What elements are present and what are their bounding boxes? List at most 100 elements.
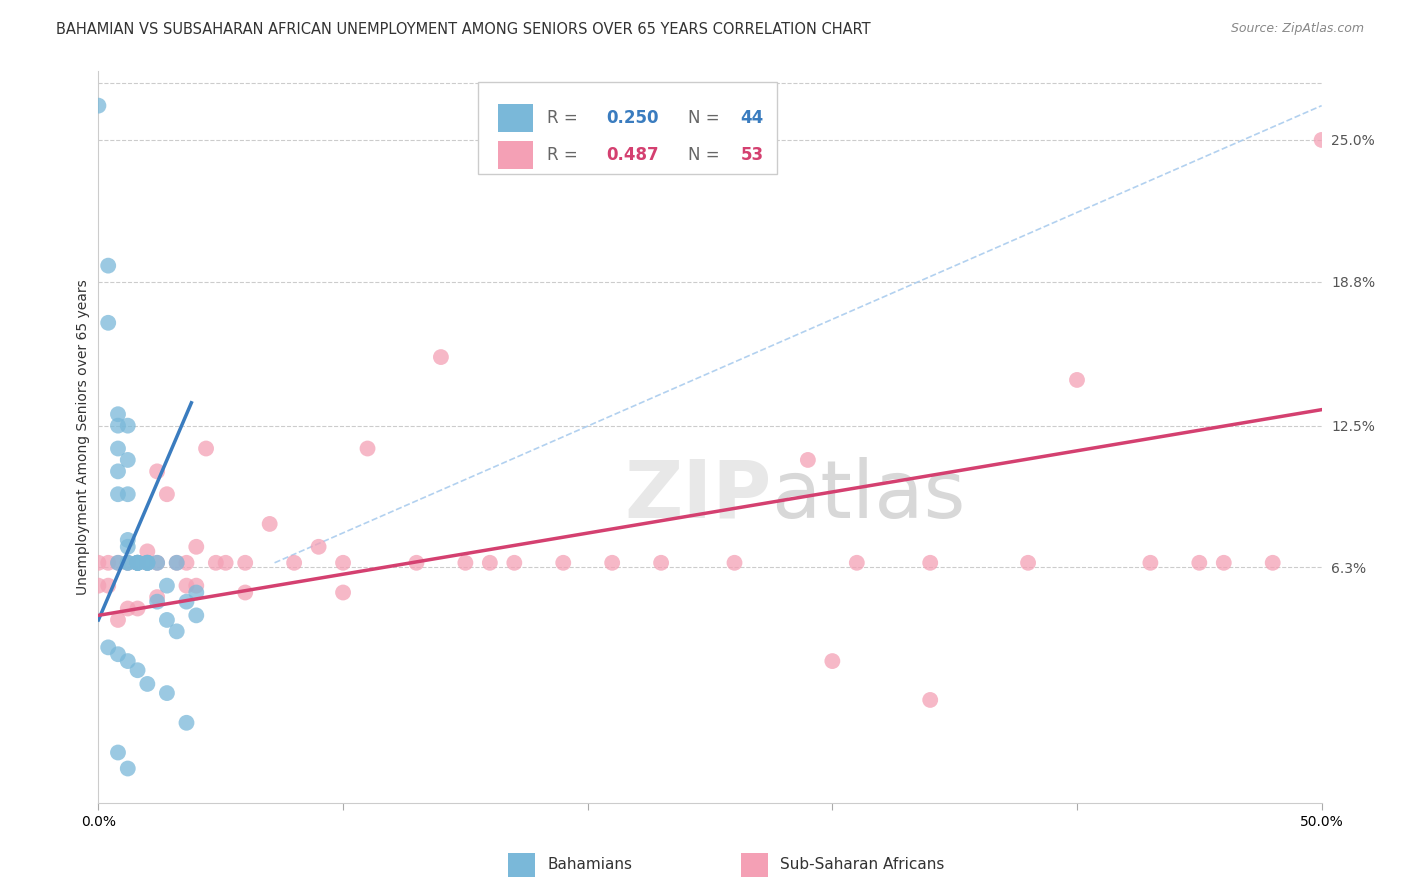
FancyBboxPatch shape xyxy=(478,82,778,174)
Point xyxy=(146,590,169,604)
Point xyxy=(797,453,820,467)
Point xyxy=(117,556,139,570)
Point xyxy=(1310,133,1333,147)
Point xyxy=(1017,556,1039,570)
Text: Bahamians: Bahamians xyxy=(547,857,633,872)
Point xyxy=(233,585,256,599)
Point xyxy=(127,556,149,570)
Point xyxy=(332,556,354,570)
Point xyxy=(332,585,354,599)
Point xyxy=(454,556,477,570)
Point xyxy=(146,464,169,478)
Point xyxy=(107,556,129,570)
Point xyxy=(117,762,139,776)
Point xyxy=(1212,556,1234,570)
Text: 44: 44 xyxy=(741,109,763,127)
Point xyxy=(166,624,188,639)
Point xyxy=(127,556,149,570)
Point xyxy=(146,556,169,570)
Text: BAHAMIAN VS SUBSAHARAN AFRICAN UNEMPLOYMENT AMONG SENIORS OVER 65 YEARS CORRELAT: BAHAMIAN VS SUBSAHARAN AFRICAN UNEMPLOYM… xyxy=(56,22,870,37)
Point xyxy=(107,746,129,760)
Point xyxy=(356,442,378,456)
Point xyxy=(650,556,672,570)
Point xyxy=(97,259,120,273)
Point xyxy=(723,556,745,570)
Point xyxy=(127,556,149,570)
Point xyxy=(478,556,501,570)
Point xyxy=(117,418,139,433)
Point xyxy=(186,585,208,599)
Text: N =: N = xyxy=(688,146,725,164)
Point xyxy=(117,487,139,501)
Point xyxy=(107,556,129,570)
Text: R =: R = xyxy=(547,146,583,164)
Point xyxy=(136,556,159,570)
Text: 53: 53 xyxy=(741,146,763,164)
Point xyxy=(205,556,228,570)
Point xyxy=(97,556,120,570)
Text: ZIP: ZIP xyxy=(624,457,772,534)
Point xyxy=(214,556,236,570)
Point xyxy=(176,715,198,730)
Point xyxy=(845,556,868,570)
Point xyxy=(405,556,427,570)
Point xyxy=(186,608,208,623)
Text: Source: ZipAtlas.com: Source: ZipAtlas.com xyxy=(1230,22,1364,36)
Text: atlas: atlas xyxy=(772,457,966,534)
Point xyxy=(107,613,129,627)
Point xyxy=(195,442,218,456)
Point xyxy=(97,640,120,655)
Point xyxy=(1261,556,1284,570)
Point xyxy=(156,487,179,501)
Y-axis label: Unemployment Among Seniors over 65 years: Unemployment Among Seniors over 65 years xyxy=(76,279,90,595)
Point xyxy=(107,407,129,421)
Point xyxy=(136,544,159,558)
Point xyxy=(127,601,149,615)
Point xyxy=(87,556,110,570)
Point xyxy=(117,601,139,615)
Point xyxy=(600,556,623,570)
Point xyxy=(1188,556,1211,570)
Point xyxy=(166,556,188,570)
Point xyxy=(107,442,129,456)
Text: R =: R = xyxy=(547,109,583,127)
FancyBboxPatch shape xyxy=(508,854,536,877)
Point xyxy=(156,613,179,627)
Point xyxy=(107,487,129,501)
Point xyxy=(186,579,208,593)
Point xyxy=(233,556,256,570)
Point xyxy=(117,540,139,554)
Point xyxy=(136,677,159,691)
Point xyxy=(127,556,149,570)
Point xyxy=(1066,373,1088,387)
Point xyxy=(283,556,305,570)
Point xyxy=(920,556,942,570)
Point xyxy=(136,556,159,570)
Point xyxy=(186,540,208,554)
Point xyxy=(166,556,188,570)
Point xyxy=(117,556,139,570)
Point xyxy=(176,556,198,570)
Point xyxy=(87,579,110,593)
FancyBboxPatch shape xyxy=(498,104,533,132)
Point xyxy=(259,516,281,531)
Point xyxy=(156,579,179,593)
Point xyxy=(127,556,149,570)
Text: 0.487: 0.487 xyxy=(606,146,658,164)
Text: N =: N = xyxy=(688,109,725,127)
Point xyxy=(136,556,159,570)
Point xyxy=(920,693,942,707)
Point xyxy=(127,556,149,570)
Point xyxy=(127,663,149,677)
Point xyxy=(430,350,453,364)
Point xyxy=(146,556,169,570)
Point xyxy=(117,533,139,547)
Point xyxy=(107,464,129,478)
FancyBboxPatch shape xyxy=(741,854,768,877)
Point xyxy=(97,579,120,593)
Point xyxy=(176,594,198,608)
Point xyxy=(1139,556,1161,570)
Point xyxy=(136,556,159,570)
Point xyxy=(156,686,179,700)
FancyBboxPatch shape xyxy=(498,141,533,169)
